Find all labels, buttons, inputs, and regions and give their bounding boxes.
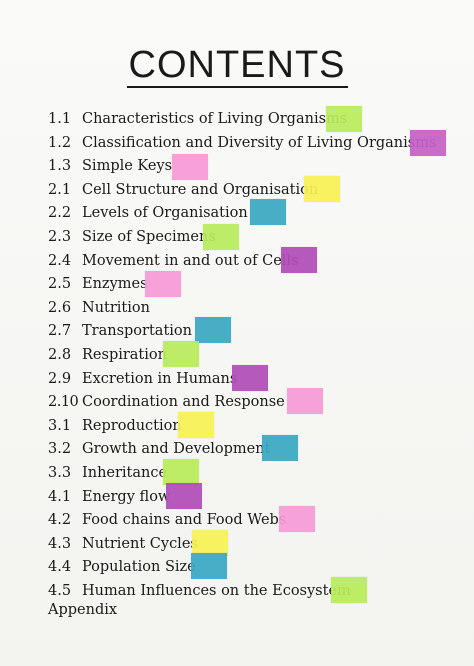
item-number: 2.8 [48,347,72,363]
item-title: Characteristics of Living Organisms [82,111,348,127]
sticky-note-tab [287,388,323,415]
contents-item: 1.1 Characteristics of Living Organisms [48,108,347,130]
sticky-note-tab [279,506,315,533]
item-number: 1.2 [48,134,72,151]
item-number: 2.3 [48,229,72,245]
item-number: 2.5 [48,276,72,293]
item-number: 3.1 [48,417,72,434]
contents-item: 2.7 Transportation [48,320,192,342]
contents-item: 2.4 Movement in and out of Cells [48,250,299,272]
item-title: Simple Keys [82,158,173,175]
item-number: 2.4 [48,252,72,269]
sticky-note-tab [163,459,199,485]
appendix-entry: Appendix [48,602,118,618]
item-title: Nutrition [82,299,150,316]
item-title: Human Influences on the Ecosystem [82,583,351,599]
item-number: 4.2 [48,512,72,529]
item-title: Reproduction [82,417,182,434]
contents-item: 4.4 Population Size [48,556,196,578]
sticky-note-tab [281,246,317,273]
sticky-note-tab [331,577,367,603]
contents-item: 4.3 Nutrient Cycles [48,533,198,555]
sticky-note-tab [166,482,202,509]
sticky-note-tab [250,199,286,226]
sticky-note-tab [172,154,208,181]
item-title: Excretion in Humans [82,370,238,387]
contents-item: 1.2 Classification and Diversity of Livin… [48,132,436,154]
item-number: 4.1 [48,488,72,505]
contents-item: 2.1 Cell Structure and Organisation [48,179,318,201]
item-number: 2.10 [48,394,79,411]
item-number: 1.1 [48,111,72,127]
contents-item: 2.5 Enzymes [48,273,148,295]
sticky-note-tab [304,175,340,202]
sticky-note-tab [195,317,231,344]
item-title: Classification and Diversity of Living O… [82,134,437,151]
contents-item: 4.5 Human Influences on the Ecosystem [48,580,351,602]
item-title: Respiration [82,347,167,363]
item-title: Coordination and Response [82,394,285,411]
item-title: Movement in and out of Cells [82,252,299,269]
sticky-note-tab [203,224,239,250]
sticky-note-tab [178,411,214,438]
sticky-note-tab [145,271,181,298]
sticky-note-tab [262,435,298,462]
contents-item: 2.3 Size of Specimens [48,226,216,248]
contents-item: 3.3 Inheritance [48,462,167,484]
contents-item: 3.2 Growth and Development [48,438,270,460]
sticky-note-tab [191,553,227,580]
item-title: Inheritance [82,465,168,481]
item-number: 2.6 [48,299,72,316]
sticky-note-tab [163,341,199,367]
contents-item: 4.1 Energy flow [48,486,170,508]
item-title: Transportation [82,323,192,340]
item-number: 2.7 [48,323,72,340]
contents-item: 2.6 Nutrition [48,297,150,319]
contents-item: 4.2 Food chains and Food Webs [48,509,286,531]
contents-item: 2.8 Respiration [48,344,167,366]
item-title: Levels of Organisation [82,205,248,222]
sticky-note-tab [232,364,268,391]
item-number: 3.3 [48,465,72,481]
item-title: Growth and Development [82,441,271,458]
sticky-note-tab [410,129,446,156]
sticky-note-tab [192,529,228,556]
item-title: Population Size [82,559,196,576]
contents-item: 2.10 Coordination and Response [48,391,285,413]
item-title: Nutrient Cycles [82,535,198,552]
contents-item: 1.3 Simple Keys [48,155,172,177]
item-number: 4.5 [48,583,72,599]
sticky-note-tab [326,106,362,132]
item-number: 2.9 [48,370,72,387]
item-number: 3.2 [48,441,72,458]
item-title: Food chains and Food Webs [82,512,287,529]
item-number: 4.4 [48,559,72,576]
contents-item: 2.9 Excretion in Humans [48,368,237,390]
item-number: 2.1 [48,181,72,198]
item-number: 2.2 [48,205,72,222]
page-title: CONTENTS [126,44,348,88]
item-title: Enzymes [82,276,148,293]
item-title: Size of Specimens [82,229,216,245]
item-title: Energy flow [82,488,171,505]
item-number: 1.3 [48,158,72,175]
contents-item: 2.2 Levels of Organisation [48,202,248,224]
contents-item: 3.1 Reproduction [48,415,182,437]
item-title: Cell Structure and Organisation [82,181,319,198]
item-number: 4.3 [48,535,72,552]
